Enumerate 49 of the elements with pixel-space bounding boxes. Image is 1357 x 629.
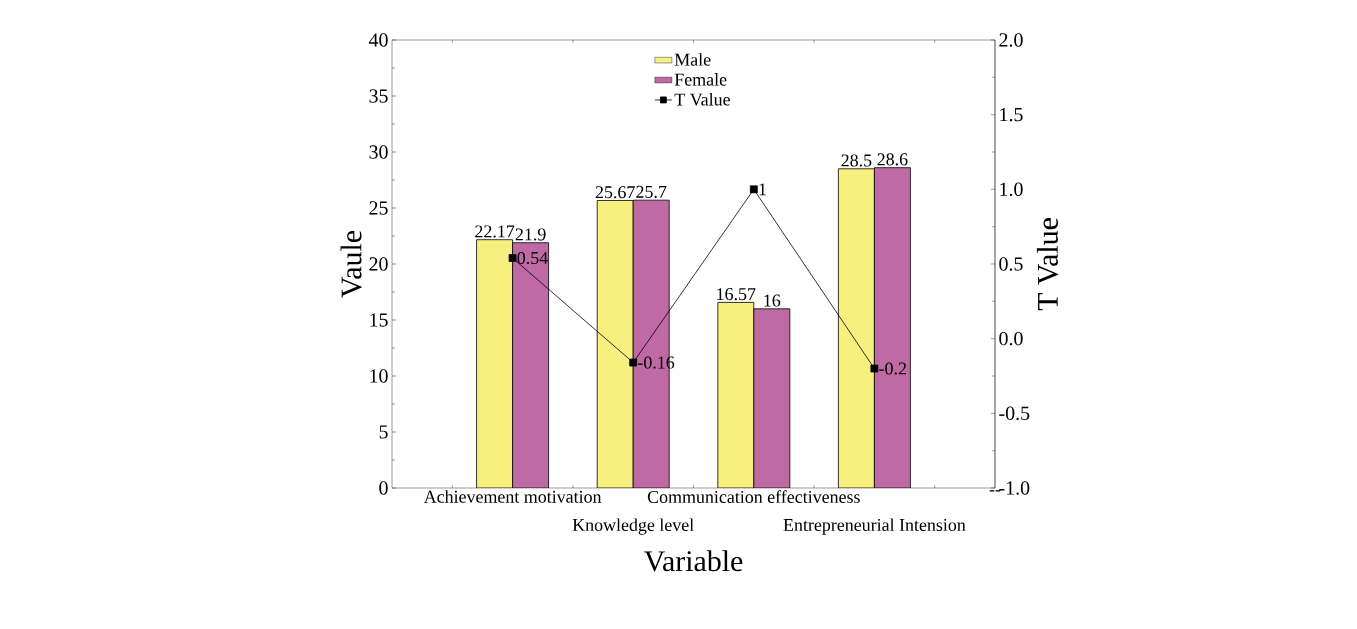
x-tick-label: Knowledge level <box>572 518 694 535</box>
y2-tick-label: 0.0 <box>999 331 1023 346</box>
y-axis-title: Vaule <box>340 230 362 298</box>
y2-tick-label: 1.0 <box>1000 182 1023 197</box>
data-label: 1 <box>759 183 766 196</box>
y-tick-label: 5 <box>379 425 388 439</box>
x-tick-label: Entrepreneurial Intension <box>783 518 966 535</box>
y-tick-label: 15 <box>370 313 388 327</box>
data-label: 16 <box>764 294 781 307</box>
bar <box>874 167 911 488</box>
y2-tick-label: 2.0 <box>999 33 1023 47</box>
y2-tick-label: 0.5 <box>999 257 1023 271</box>
y2-axis-title: T Value <box>1036 218 1059 311</box>
data-label: 0.54 <box>517 251 548 265</box>
bar <box>753 308 791 488</box>
y-tick-label: 40 <box>368 33 388 47</box>
point <box>870 364 879 373</box>
data-label: -0.2 <box>879 362 906 375</box>
y2-tick-label: -0.5 <box>999 406 1030 421</box>
y2-tick-label: 1.5 <box>1000 107 1023 122</box>
data-label: 25.67 <box>595 186 635 199</box>
x-tick-label: Achievement motivation <box>423 490 602 503</box>
bar <box>838 168 875 488</box>
legend-label: T Value <box>674 92 730 106</box>
x-axis-title: Variable <box>644 550 743 572</box>
x-tick-label: -- <box>989 490 1001 492</box>
y-tick-label: 25 <box>369 201 388 215</box>
bar <box>512 242 549 488</box>
data-label: 16.57 <box>717 288 756 301</box>
y-tick-label: 0 <box>379 481 388 495</box>
point <box>508 254 517 262</box>
bar <box>476 239 513 488</box>
bar <box>596 200 634 488</box>
y-tick-label: 20 <box>369 257 388 271</box>
data-label: 28.5 <box>841 154 872 167</box>
x-tick-label: Communication effectiveness <box>647 490 860 503</box>
point <box>749 185 758 194</box>
data-label: 21.9 <box>515 228 546 241</box>
data-label: 25.7 <box>636 185 667 198</box>
data-label: 22.17 <box>475 225 515 238</box>
y-tick-label: 30 <box>369 145 388 159</box>
legend-label: Female <box>674 73 727 86</box>
point <box>629 358 638 367</box>
data-label: 28.6 <box>877 153 908 166</box>
y2-tick-label: -1.0 <box>999 481 1030 495</box>
bar <box>717 302 755 488</box>
legend-label: Male <box>674 53 711 66</box>
y-tick-label: 10 <box>370 369 388 383</box>
y-tick-label: 35 <box>369 89 388 103</box>
